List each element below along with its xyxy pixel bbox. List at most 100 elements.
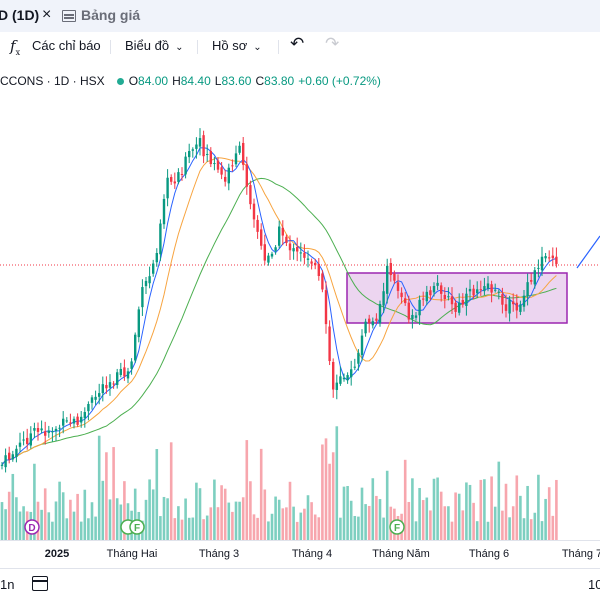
candle-body (310, 261, 313, 264)
volume-bar (479, 479, 483, 540)
volume-bar (205, 515, 209, 540)
symbol-legend: CCONS · 1D · HSX O84.00 H84.40 L83.60 C83.80… (0, 74, 385, 88)
event-marker-financial[interactable]: F (120, 519, 145, 535)
candle-body (40, 428, 43, 431)
candle-body (530, 280, 533, 282)
volume-bar (367, 505, 371, 540)
trend-line[interactable] (576, 235, 600, 269)
candle-body (206, 153, 209, 155)
profile-button[interactable]: Hồ sơ ⌄ (212, 38, 262, 53)
event-marker-financial[interactable]: F (389, 519, 405, 535)
candle-body (260, 229, 263, 246)
volume-bar (511, 506, 515, 540)
candle-body (486, 283, 490, 289)
volume-bar (447, 506, 450, 540)
candle-body (440, 285, 443, 294)
candle-body (512, 301, 515, 305)
volume-bar (267, 521, 270, 540)
volume-bar (360, 487, 364, 540)
volume-bar (418, 487, 421, 540)
chevron-down-icon: ⌄ (175, 42, 184, 53)
candle-body (296, 246, 299, 252)
bottom-bar: 1n 10 (0, 568, 600, 601)
volume-bar (112, 447, 115, 540)
tab-chart[interactable]: D (1D) (0, 7, 40, 23)
scale-button[interactable]: 10 (588, 577, 600, 592)
volume-bar (65, 518, 69, 540)
candle-body (256, 219, 259, 232)
range-1y-button[interactable]: 1n (0, 577, 15, 592)
candlesticks (0, 128, 558, 473)
candle-body (224, 176, 227, 182)
volume-bar (407, 501, 411, 540)
volume-bar (90, 502, 94, 540)
candle-body (33, 428, 36, 431)
candle-body (76, 416, 79, 425)
volume-bar (472, 502, 475, 540)
volume-bar (256, 517, 259, 540)
chart-type-button[interactable]: Biểu đồ ⌄ (125, 38, 183, 53)
financial-marker-label: F (394, 523, 400, 534)
time-axis-label: Tháng Hai (106, 548, 158, 560)
candle-body (26, 437, 29, 444)
volume-bar (213, 479, 216, 540)
candle-body (411, 314, 414, 319)
redo-icon[interactable]: ↷ (325, 34, 340, 53)
candle-body (303, 252, 306, 258)
candle-body (389, 263, 392, 276)
volume-bar (292, 506, 295, 540)
candle-body (58, 427, 61, 429)
candle-body (216, 160, 220, 170)
volume-bar (18, 511, 22, 540)
candle-body (533, 270, 536, 285)
tab-bar: D (1D) × Bảng giá (0, 0, 600, 33)
volume-bar (324, 438, 328, 540)
candle-body (422, 298, 425, 300)
function-icon[interactable]: fx (10, 37, 21, 57)
candle-body (375, 318, 378, 321)
candle-body (220, 167, 223, 175)
volume-bar (425, 497, 429, 540)
event-marker-dividend[interactable]: D (24, 519, 40, 535)
candle-body (458, 302, 461, 313)
time-axis[interactable]: 2025 Tháng Hai Tháng 3 Tháng 4 Tháng Năm… (0, 540, 600, 567)
undo-icon[interactable]: ↶ (290, 34, 305, 53)
tab-price-board[interactable]: Bảng giá (62, 7, 140, 23)
candle-body (404, 298, 407, 304)
symbol-title[interactable]: CCONS · 1D · HSX (0, 74, 105, 88)
candle-body (22, 439, 25, 441)
candle-body (400, 292, 403, 298)
volume-bar (245, 440, 249, 540)
chart-toolbar: Các chỉ báo Biểu đồ ⌄ Hồ sơ ⌄ (0, 32, 600, 60)
volume-bar (526, 485, 529, 540)
volume-bar (43, 488, 47, 540)
candle-body (414, 315, 418, 318)
candle-body (54, 428, 58, 431)
volume-bar (547, 487, 551, 540)
toolbar-divider (110, 40, 111, 54)
volume-bar (101, 480, 105, 540)
candle-body (270, 253, 274, 257)
close-icon[interactable]: × (42, 6, 52, 23)
volume-bar (515, 475, 519, 540)
price-chart[interactable]: D F F (0, 60, 600, 540)
candle-body (292, 248, 295, 252)
volume-bar (429, 510, 432, 540)
calendar-icon[interactable] (32, 576, 48, 591)
volume-bar (177, 506, 180, 540)
volume-bar (475, 521, 479, 540)
candle-body (116, 372, 119, 385)
candle-body (353, 366, 356, 368)
candle-body (137, 309, 140, 338)
candle-body (548, 257, 551, 259)
indicators-button[interactable]: Các chỉ báo (32, 38, 101, 53)
candle-body (62, 418, 65, 426)
volume-bar (180, 519, 184, 540)
volume-bar (339, 517, 342, 540)
volume-bar (148, 479, 151, 540)
candle-body (508, 299, 511, 314)
volume-bar (382, 517, 385, 540)
volume-bar (277, 499, 281, 540)
candle-body (465, 293, 468, 306)
candle-body (396, 282, 400, 291)
